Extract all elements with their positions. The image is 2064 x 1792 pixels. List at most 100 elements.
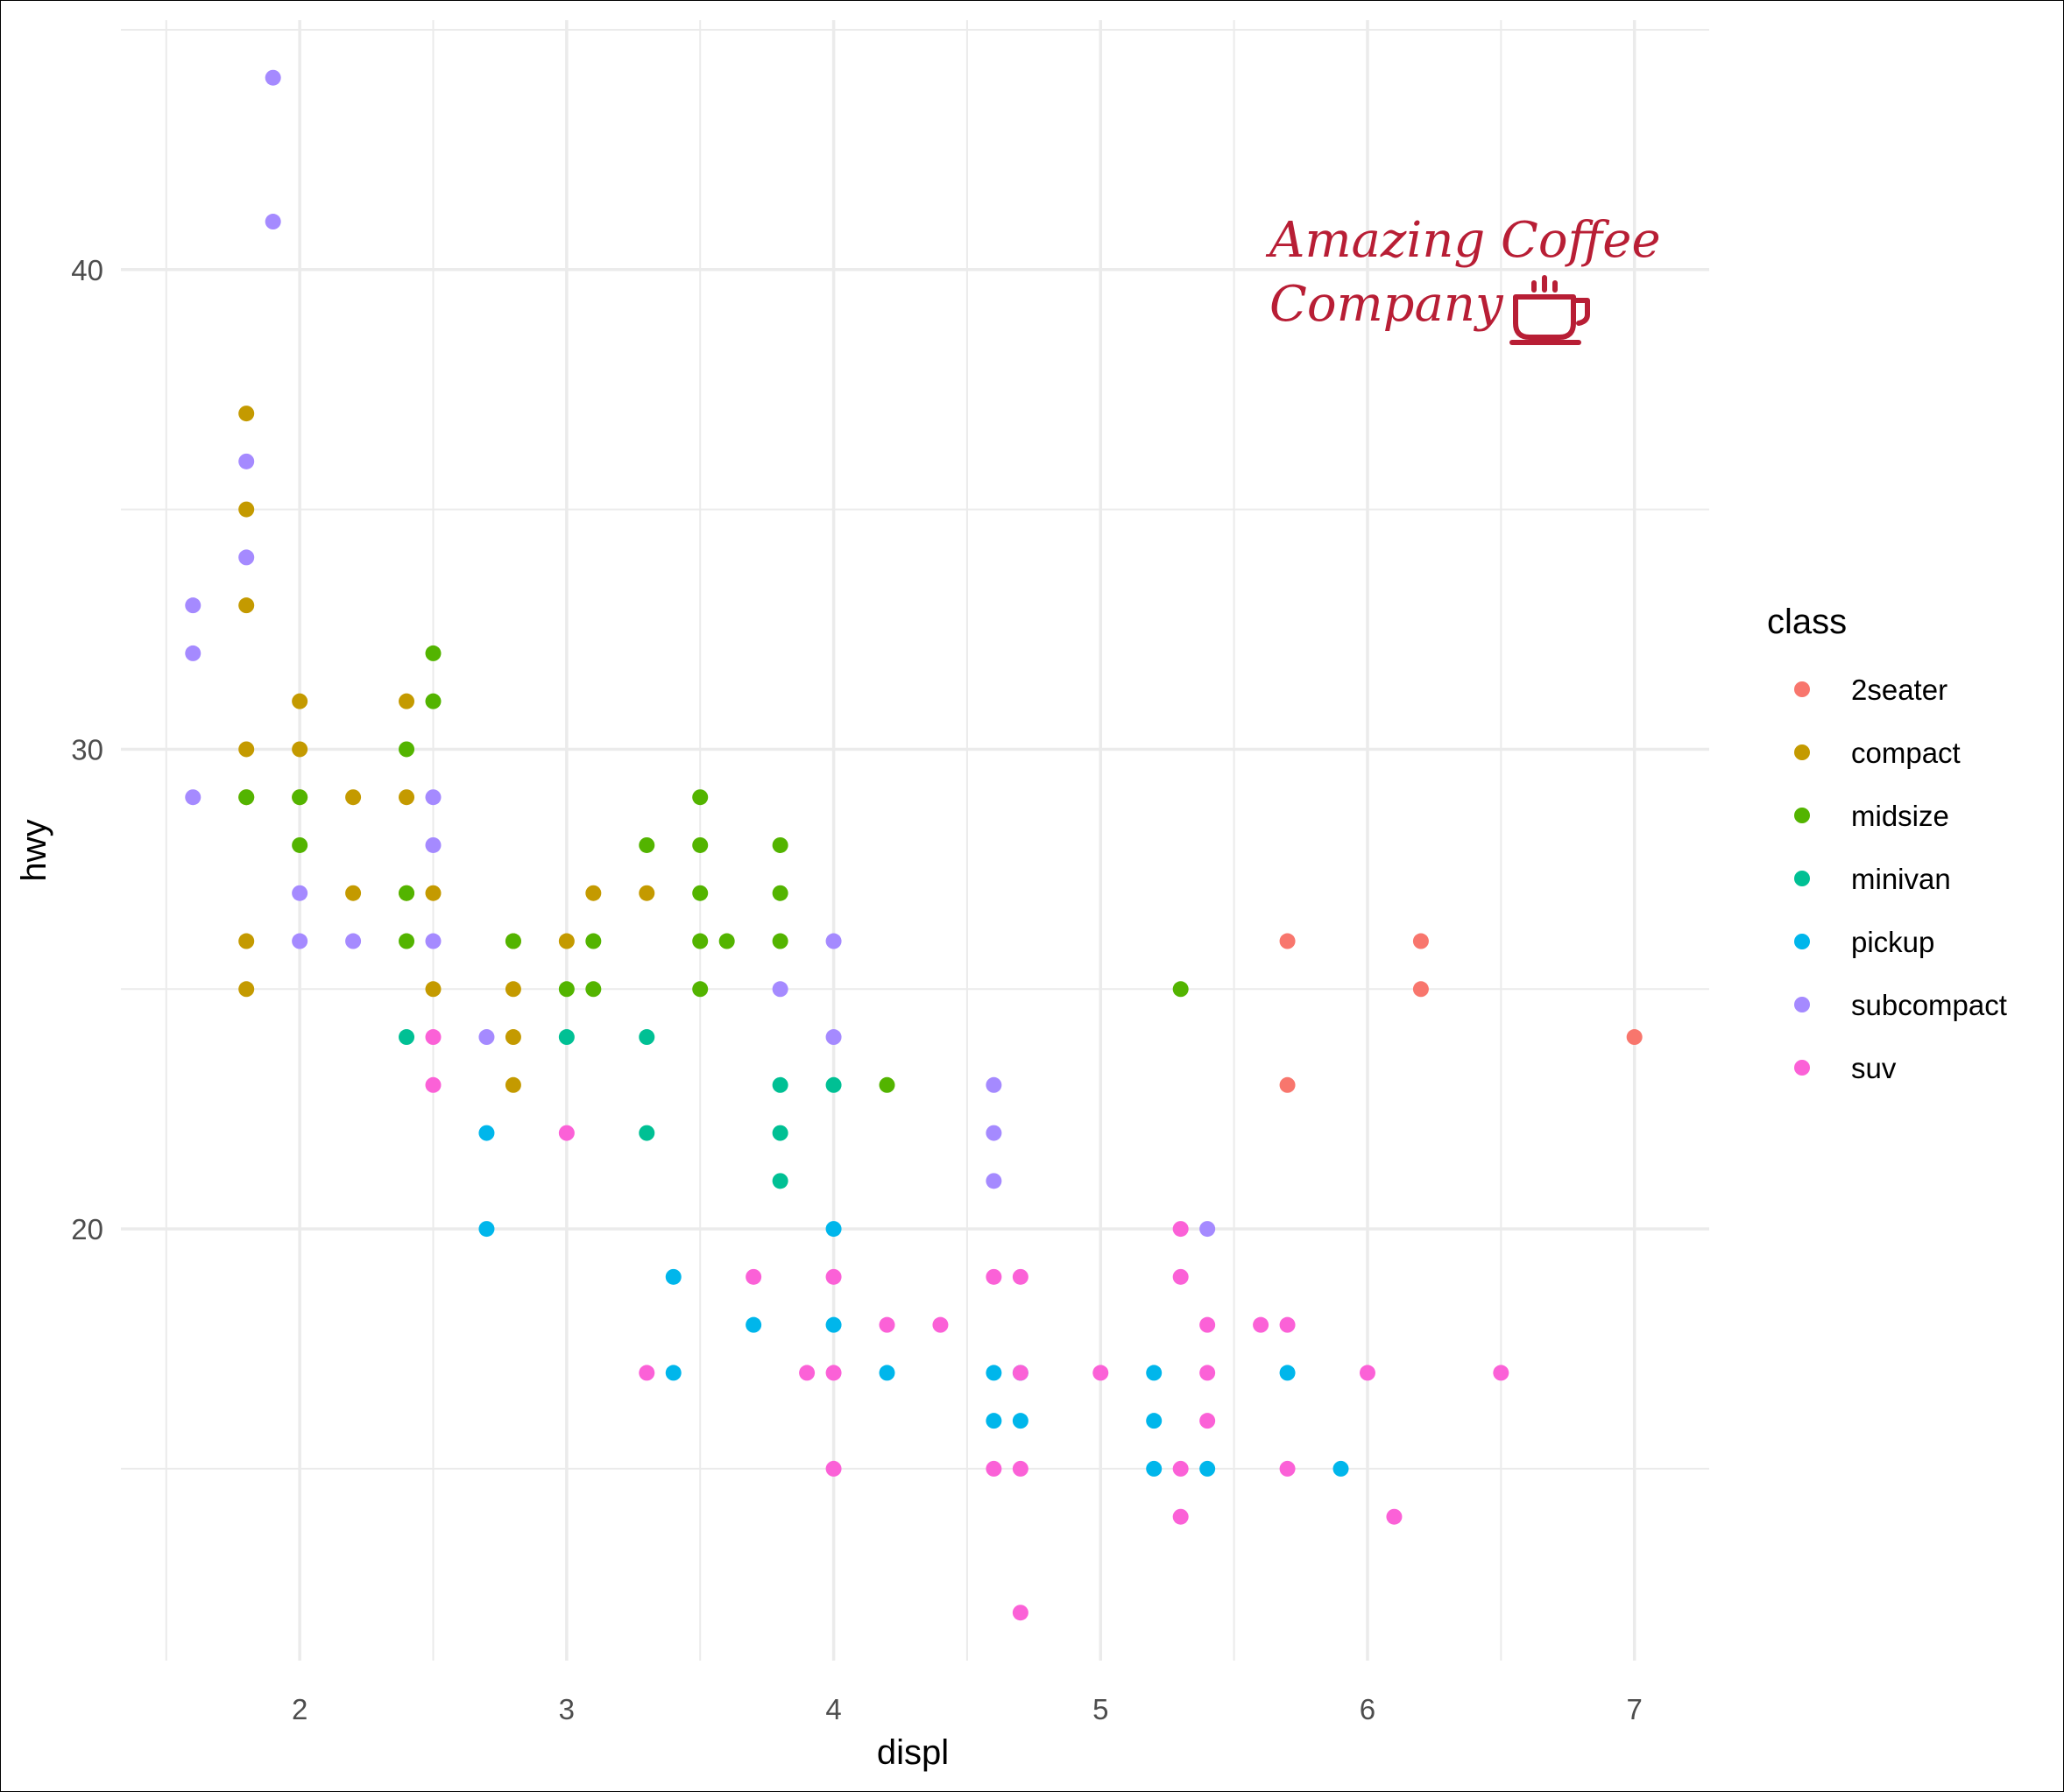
data-point-pickup xyxy=(986,1365,1002,1381)
data-points xyxy=(185,69,1643,1621)
data-point-midsize xyxy=(772,885,788,901)
data-point-suv xyxy=(1092,1365,1109,1381)
data-point-subcompact xyxy=(265,69,281,86)
data-point-pickup xyxy=(879,1365,895,1381)
x-tick-label: 5 xyxy=(1092,1693,1108,1725)
data-point-midsize xyxy=(879,1076,895,1093)
x-axis-title: displ xyxy=(877,1733,949,1772)
data-point-suv xyxy=(986,1268,1002,1285)
data-point-midsize xyxy=(692,981,709,998)
data-point-suv xyxy=(1386,1508,1403,1525)
y-tick-label: 20 xyxy=(71,1213,103,1245)
data-point-suv xyxy=(1172,1460,1189,1477)
legend: class 2seater compact midsize minivan pickup… xyxy=(1767,603,2007,1084)
data-point-suv xyxy=(1493,1365,1509,1381)
y-axis-title: hwy xyxy=(15,819,53,881)
data-point-midsize xyxy=(425,645,442,661)
data-point-midsize xyxy=(1172,981,1189,998)
logo-line-1: Amazing Coffee xyxy=(1265,212,1661,269)
data-point-subcompact xyxy=(425,789,442,806)
data-point-suv xyxy=(1172,1221,1189,1238)
data-point-compact xyxy=(585,885,602,901)
data-point-suv xyxy=(1172,1508,1189,1525)
legend-label-suv: suv xyxy=(1851,1052,1897,1084)
data-point-2seater xyxy=(1626,1029,1643,1046)
x-tick-label: 3 xyxy=(559,1693,575,1725)
data-point-suv xyxy=(1279,1316,1296,1333)
legend-label-midsize: midsize xyxy=(1851,800,1949,832)
data-point-compact xyxy=(425,981,442,998)
data-point-midsize xyxy=(585,933,602,949)
data-point-compact xyxy=(238,741,255,758)
legend-key-minivan xyxy=(1794,871,1810,886)
x-tick-label: 6 xyxy=(1360,1693,1375,1725)
data-point-suv xyxy=(932,1316,949,1333)
data-point-midsize xyxy=(292,836,308,853)
minor-gridlines xyxy=(121,20,1709,1661)
legend-label-2seater: 2seater xyxy=(1851,674,1947,706)
data-point-suv xyxy=(1279,1460,1296,1477)
data-point-compact xyxy=(558,933,575,949)
data-point-pickup xyxy=(665,1268,682,1285)
data-point-suv xyxy=(825,1268,842,1285)
data-point-pickup xyxy=(825,1316,842,1333)
data-point-suv xyxy=(1199,1365,1216,1381)
data-point-compact xyxy=(238,406,255,422)
data-point-subcompact xyxy=(265,214,281,230)
data-point-midsize xyxy=(399,885,415,901)
data-point-subcompact xyxy=(292,933,308,949)
data-point-pickup xyxy=(665,1365,682,1381)
legend-key-subcompact xyxy=(1794,997,1810,1012)
data-point-pickup xyxy=(825,1221,842,1238)
data-point-midsize xyxy=(399,741,415,758)
coffee-cup-icon xyxy=(1509,275,1590,345)
data-point-compact xyxy=(425,885,442,901)
data-point-compact xyxy=(345,789,362,806)
x-tick-label: 2 xyxy=(292,1693,307,1725)
data-point-suv xyxy=(1012,1365,1028,1381)
legend-key-midsize xyxy=(1794,808,1810,823)
y-tick-label: 30 xyxy=(71,733,103,765)
data-point-midsize xyxy=(718,933,735,949)
data-point-midsize xyxy=(505,933,521,949)
data-point-compact xyxy=(238,597,255,614)
data-point-subcompact xyxy=(185,789,201,806)
data-point-compact xyxy=(505,1076,521,1093)
data-point-midsize xyxy=(639,836,655,853)
x-tick-label: 7 xyxy=(1627,1693,1643,1725)
data-point-suv xyxy=(986,1460,1002,1477)
data-point-suv xyxy=(1199,1316,1216,1333)
data-point-pickup xyxy=(986,1413,1002,1429)
data-point-suv xyxy=(1199,1413,1216,1429)
legend-label-pickup: pickup xyxy=(1851,926,1934,958)
data-point-2seater xyxy=(1279,1076,1296,1093)
data-point-suv xyxy=(825,1365,842,1381)
data-point-subcompact xyxy=(185,597,201,614)
data-point-compact xyxy=(345,885,362,901)
data-point-subcompact xyxy=(425,836,442,853)
data-point-pickup xyxy=(1012,1413,1028,1429)
data-point-suv xyxy=(1359,1365,1375,1381)
data-point-midsize xyxy=(399,933,415,949)
data-point-subcompact xyxy=(986,1076,1002,1093)
major-gridlines xyxy=(121,20,1709,1661)
data-point-subcompact xyxy=(185,645,201,661)
data-point-subcompact xyxy=(478,1029,495,1046)
data-point-midsize xyxy=(692,933,709,949)
data-point-minivan xyxy=(639,1125,655,1141)
data-point-pickup xyxy=(1146,1413,1163,1429)
data-point-suv xyxy=(746,1268,762,1285)
data-point-suv xyxy=(425,1076,442,1093)
x-axis-tick-labels: 2 3 4 5 6 7 xyxy=(292,1693,1643,1725)
data-point-compact xyxy=(238,933,255,949)
data-point-midsize xyxy=(558,981,575,998)
y-tick-label: 40 xyxy=(71,254,103,286)
x-tick-label: 4 xyxy=(825,1693,841,1725)
data-point-subcompact xyxy=(345,933,362,949)
data-point-subcompact xyxy=(292,885,308,901)
data-point-compact xyxy=(639,885,655,901)
data-point-suv xyxy=(558,1125,575,1141)
legend-key-2seater xyxy=(1794,681,1810,697)
legend-label-compact: compact xyxy=(1851,737,1961,769)
